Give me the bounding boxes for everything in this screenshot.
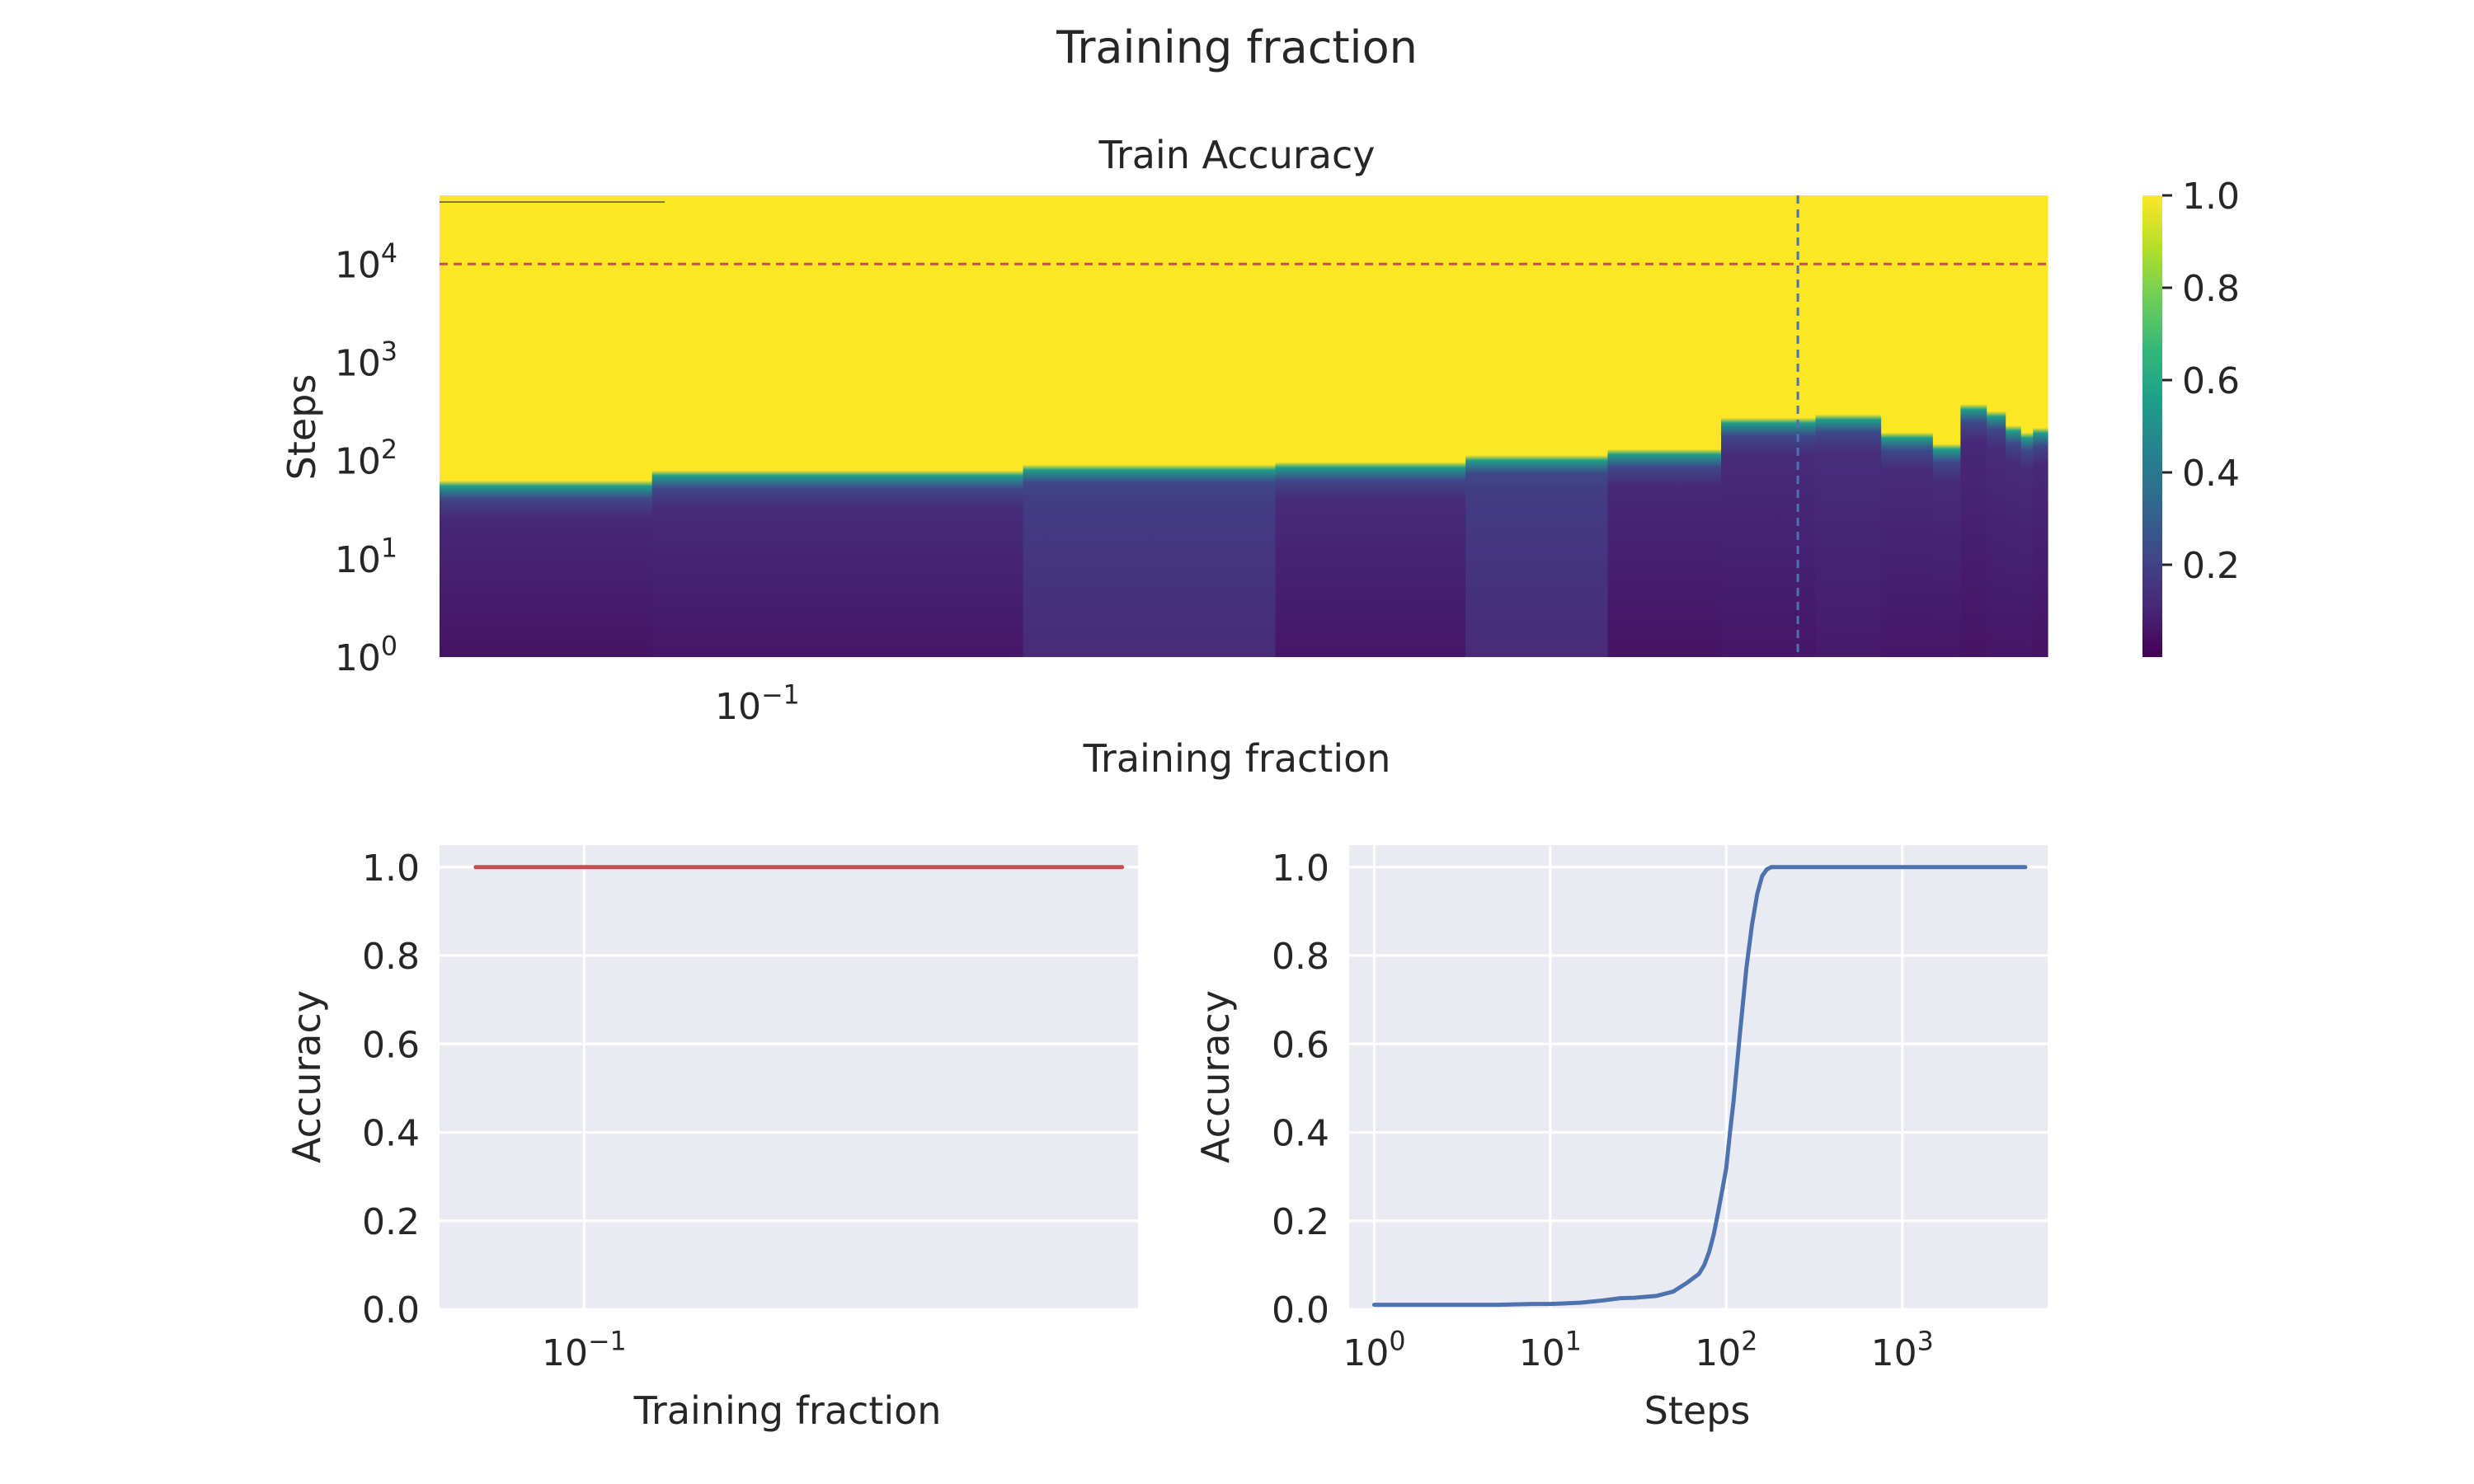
heatmap-cell	[2033, 195, 2048, 657]
x-tick-label: 102	[1695, 1327, 1757, 1374]
colorbar-tick-label: 0.6	[2182, 360, 2240, 402]
x-tick-label: 103	[1871, 1327, 1934, 1374]
heatmap-cell	[1881, 195, 1934, 657]
x-tick-label: 101	[1519, 1327, 1582, 1374]
heatmap-cell	[1960, 195, 1987, 657]
y-tick-label: 0.4	[362, 1113, 420, 1155]
x-ticks: 10−1	[542, 1327, 627, 1374]
heatmap-cell	[1932, 195, 1961, 657]
heatmap-cell	[1987, 195, 2006, 657]
heatmap-cell	[440, 195, 653, 657]
y-ticks: 0.0 0.2 0.4 0.6 0.8 1.0	[1272, 848, 1329, 1331]
heatmap-cell	[1721, 195, 1817, 657]
y-tick-label: 0.8	[362, 936, 420, 978]
y-tick-label: 0.6	[1272, 1024, 1329, 1066]
y-tick-label: 104	[335, 239, 397, 286]
accuracy-vs-steps-panel: 0.0 0.2 0.4 0.6 0.8 1.0 100 101 102 103 Steps Ac…	[1193, 845, 2048, 1433]
series-lines	[1371, 865, 2028, 1308]
axes-grid	[1349, 845, 2048, 1311]
y-tick-label: 0.4	[1272, 1113, 1329, 1155]
y-tick-label: 1.0	[362, 848, 420, 890]
heatmap-cell	[1607, 195, 1722, 657]
heatmap-cell	[1465, 195, 1609, 657]
x-axis-label: Steps	[1644, 1388, 1751, 1433]
heatmap-cell	[2020, 195, 2034, 657]
colorbar-tick-label: 0.2	[2182, 545, 2240, 587]
x-tick-label: 100	[1343, 1327, 1405, 1374]
axes-background	[440, 845, 1138, 1309]
y-tick-label: 0.2	[362, 1201, 420, 1243]
heatmap-title: Train Accuracy	[1098, 133, 1375, 177]
accuracy-vs-fraction-panel: 0.0 0.2 0.4 0.6 0.8 1.0 10−1 Training fractio…	[285, 845, 1138, 1433]
y-tick-label: 102	[335, 435, 397, 482]
y-tick-label: 101	[335, 533, 397, 580]
y-tick-label: 0.8	[1272, 936, 1329, 978]
heatmap-xlabel: Training fraction	[1083, 736, 1391, 781]
y-ticks: 0.0 0.2 0.4 0.6 0.8 1.0	[362, 848, 420, 1331]
colorbar-tick-label: 0.4	[2182, 453, 2240, 495]
colorbar-ticks: 0.2 0.4 0.6 0.8 1.0	[2162, 176, 2240, 587]
heatmap-xticks: 10−1	[715, 681, 800, 728]
y-tick-label: 100	[335, 632, 397, 679]
heatmap-cell	[2006, 195, 2022, 657]
colorbar-tick-label: 0.8	[2182, 268, 2240, 310]
y-axis-label: Accuracy	[285, 990, 329, 1163]
heatmap-cell	[651, 195, 1024, 657]
y-axis-label: Accuracy	[1193, 990, 1238, 1163]
y-tick-label: 0.0	[1272, 1289, 1329, 1331]
heatmap-cell	[1023, 195, 1277, 657]
y-tick-label: 103	[335, 337, 397, 384]
colorbar-tick-label: 1.0	[2182, 176, 2240, 218]
heatmap-cell	[1815, 195, 1882, 657]
heatmap-yticks: 100 101 102 103 104	[335, 239, 397, 679]
y-tick-label: 0.2	[1272, 1201, 1329, 1243]
y-tick-label: 0.0	[362, 1289, 420, 1331]
y-tick-label: 0.6	[362, 1024, 420, 1066]
heatmap-panel: Train Accuracy 100 101 102 103 104 10−1 Step…	[280, 133, 2048, 781]
x-tick-label: 10−1	[542, 1327, 627, 1374]
heatmap-cells	[440, 195, 2048, 657]
axes-background	[1349, 845, 2048, 1309]
heatmap-cell	[1275, 195, 1466, 657]
y-tick-label: 1.0	[1272, 848, 1329, 890]
colorbar: 0.2 0.4 0.6 0.8 1.0	[2142, 176, 2240, 657]
colorbar-gradient	[2142, 195, 2162, 657]
x-tick-label: 10−1	[715, 681, 800, 728]
heatmap-ylabel: Steps	[280, 374, 324, 481]
series-line	[1371, 865, 2028, 1308]
figure-suptitle: Training fraction	[1056, 21, 1418, 73]
x-axis-label: Training fraction	[633, 1388, 942, 1433]
x-ticks: 100 101 102 103	[1343, 1327, 1933, 1374]
